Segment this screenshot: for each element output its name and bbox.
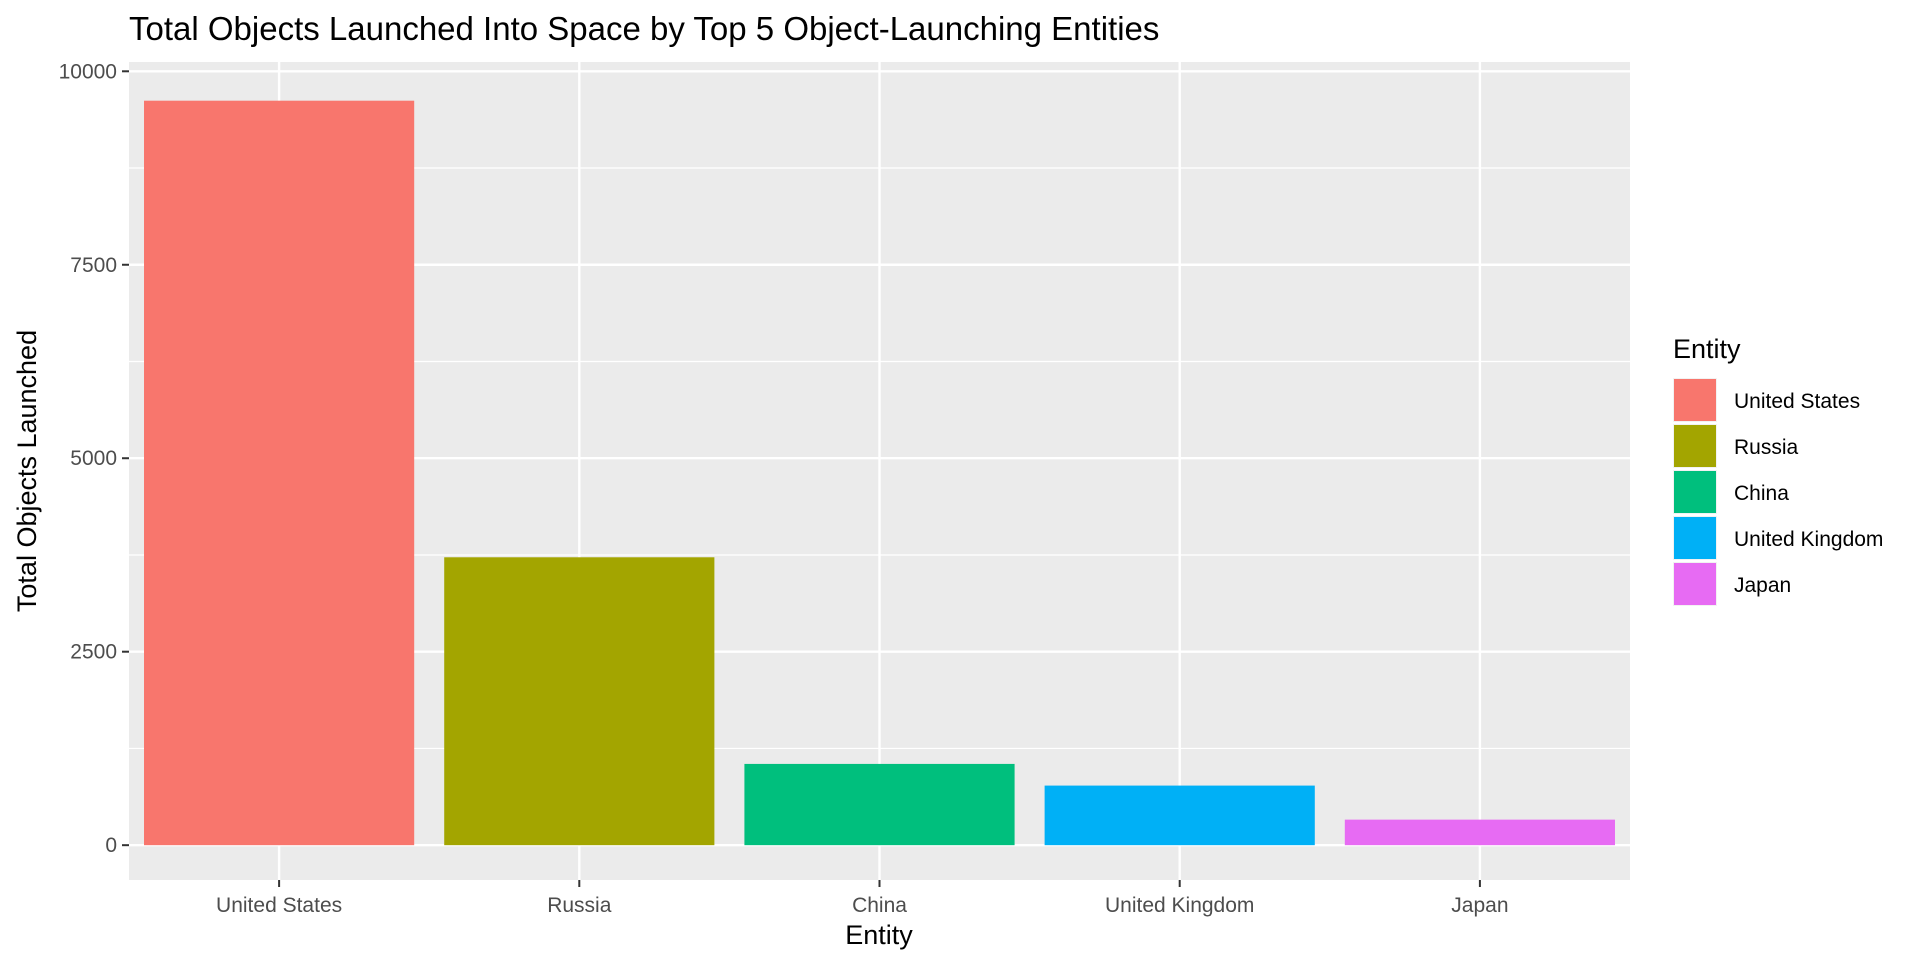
x-tick-label: United States [216,894,342,917]
legend-swatch [1674,425,1716,467]
y-tick-label: 2500 [70,641,117,664]
y-tick-label: 10000 [59,60,117,83]
bar-russia [444,557,715,846]
legend-items: United States Russia China United Kingdom Ja… [1673,378,1883,606]
legend: Entity United States Russia China United Ki… [1673,334,1883,606]
legend-swatch [1674,379,1716,421]
bar-japan [1344,819,1615,846]
bar-united-states [144,100,415,846]
chart-title: Total Objects Launched Into Space by Top… [129,10,1159,47]
bar-china [744,763,1015,846]
legend-swatch [1674,563,1716,605]
legend-label: United Kingdom [1734,528,1883,551]
bars [144,100,1615,846]
y-tick-label: 0 [105,834,117,857]
legend-title: Entity [1673,334,1741,364]
y-axis-title: Total Objects Launched [12,330,42,612]
x-axis: United States Russia China United Kingdom Ja… [216,880,1509,917]
x-axis-title: Entity [845,920,913,950]
legend-label: United States [1734,390,1860,413]
legend-swatch [1674,471,1716,513]
y-tick-label: 5000 [70,447,117,470]
y-tick-label: 7500 [70,254,117,277]
legend-label: Japan [1734,574,1791,597]
y-axis: 0 2500 5000 7500 10000 [59,60,129,857]
bar-united-kingdom [1044,785,1315,846]
x-tick-label: Russia [547,894,612,917]
x-tick-label: Japan [1451,894,1508,917]
x-tick-label: China [852,894,907,917]
legend-swatch [1674,517,1716,559]
legend-label: Russia [1734,436,1799,459]
x-tick-label: United Kingdom [1105,894,1254,917]
legend-label: China [1734,482,1789,505]
